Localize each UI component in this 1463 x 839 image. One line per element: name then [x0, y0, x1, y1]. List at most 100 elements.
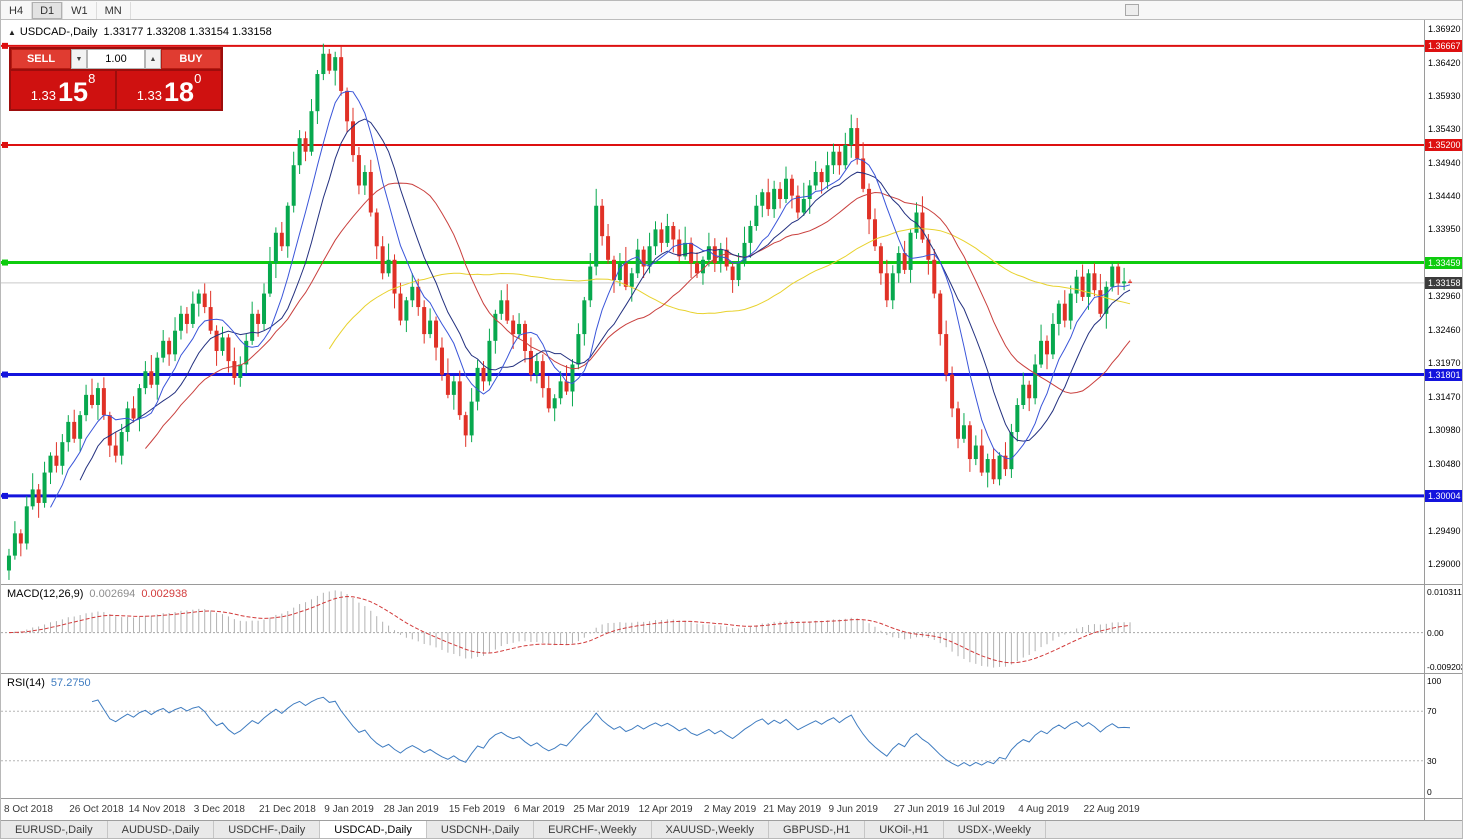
timeframe-button-d1[interactable]: D1	[32, 1, 64, 19]
chart-tab-eurusd-daily[interactable]: EURUSD-,Daily	[1, 821, 108, 838]
candle-body	[623, 263, 628, 287]
candle-body	[683, 242, 688, 257]
candle-body	[107, 415, 112, 446]
rsi-axis-bottom-label: 0	[1427, 787, 1432, 797]
candle-body	[546, 388, 551, 409]
line-anchor-marker[interactable]	[2, 141, 8, 148]
macd-axis[interactable]: 0.010311 0.00 -0.0092030	[1425, 584, 1462, 673]
date-label: 27 Jun 2019	[893, 804, 949, 815]
candle-body	[226, 337, 231, 362]
candle-body	[528, 350, 533, 375]
candle-body	[428, 320, 433, 335]
chart-tab-usdx-weekly[interactable]: USDX-,Weekly	[944, 821, 1046, 838]
candle-body	[487, 340, 492, 382]
candle-body	[647, 246, 652, 267]
rsi-canvas[interactable]	[1, 674, 1424, 798]
candle-body	[214, 330, 219, 351]
candle-body	[167, 340, 172, 355]
candle-body	[297, 138, 302, 166]
chart-tab-usdchf-daily[interactable]: USDCHF-,Daily	[214, 821, 321, 838]
candle-body	[1098, 290, 1103, 314]
date-label: 16 Jul 2019	[953, 804, 1005, 815]
candle-body	[1044, 340, 1049, 355]
collapse-icon[interactable]: ▲	[8, 28, 16, 37]
candle-body	[434, 320, 439, 348]
timeframe-toolbar: H4 D1 W1 MN	[1, 1, 1462, 20]
date-label: 6 Mar 2019	[514, 804, 565, 815]
chart-tab-xauusd-weekly[interactable]: XAUUSD-,Weekly	[652, 821, 769, 838]
chart-tab-gbpusd-h1[interactable]: GBPUSD-,H1	[769, 821, 866, 838]
candle-body	[24, 506, 29, 544]
candle-body	[558, 381, 563, 399]
chart-symbol-info: ▲ USDCAD-,Daily 1.33177 1.33208 1.33154 1.…	[8, 26, 272, 38]
macd-axis-zero-label: 0.00	[1427, 627, 1444, 638]
candle-body	[101, 388, 106, 416]
rsi-level-label: 70	[1427, 706, 1437, 717]
candle-body	[712, 246, 717, 264]
line-anchor-marker[interactable]	[2, 42, 8, 49]
candle-body	[932, 259, 937, 294]
line-anchor-marker[interactable]	[2, 259, 8, 266]
chart-tab-usdcad-daily[interactable]: USDCAD-,Daily	[320, 821, 427, 838]
timeframe-button-h4[interactable]: H4	[1, 1, 33, 19]
timeframe-button-w1[interactable]: W1	[63, 1, 97, 19]
candle-body	[807, 185, 812, 199]
candle-body	[517, 323, 522, 335]
date-label: 2 May 2019	[703, 804, 757, 815]
rsi-axis[interactable]: 100 70 30 0	[1425, 673, 1462, 798]
candle-body	[410, 286, 415, 301]
buy-button[interactable]: BUY	[161, 49, 221, 69]
date-label: 3 Dec 2018	[193, 804, 245, 815]
rsi-label: RSI(14) 57.2750	[7, 677, 91, 689]
chart-tab-ukoil-h1[interactable]: UKOil-,H1	[865, 821, 944, 838]
buy-price-display[interactable]: 1.33 18 0	[117, 71, 221, 109]
candle-body	[475, 367, 480, 402]
rsi-value: 57.2750	[50, 677, 91, 689]
candle-body	[149, 371, 154, 385]
candle-body	[48, 455, 53, 473]
candle-body	[766, 192, 771, 210]
candle-body	[356, 155, 361, 186]
line-anchor-marker[interactable]	[2, 371, 8, 378]
chart-tab-eurchf-weekly[interactable]: EURCHF-,Weekly	[534, 821, 652, 838]
candle-body	[926, 239, 931, 260]
line-anchor-marker[interactable]	[2, 492, 8, 499]
lot-increase-button[interactable]: ▲	[145, 49, 161, 69]
line-price-chip: 1.30004	[1425, 489, 1462, 502]
candle-body	[861, 158, 866, 189]
candle-body	[321, 53, 326, 75]
date-label: 14 Nov 2018	[128, 804, 186, 815]
candle-body	[392, 259, 397, 294]
candle-body	[18, 533, 23, 544]
candle-body	[540, 361, 545, 389]
toolbar-end-handle[interactable]	[1125, 4, 1139, 16]
rsi-level-label: 30	[1427, 755, 1437, 766]
candle-body	[273, 232, 278, 264]
macd-canvas[interactable]	[1, 585, 1424, 673]
date-label: 22 Aug 2019	[1083, 804, 1140, 815]
date-label: 9 Jan 2019	[324, 804, 374, 815]
chart-tab-audusd-daily[interactable]: AUDUSD-,Daily	[108, 821, 215, 838]
macd-signal-line	[8, 595, 1131, 664]
price-tick-label: 1.33950	[1428, 224, 1461, 235]
sell-button[interactable]: SELL	[11, 49, 71, 69]
date-axis[interactable]: 8 Oct 2018 26 Oct 2018 14 Nov 2018 3 Dec 20…	[1, 798, 1424, 820]
sell-price-display[interactable]: 1.33 15 8	[11, 71, 115, 109]
chart-tab-usdcnh-daily[interactable]: USDCNH-,Daily	[427, 821, 535, 838]
candle-body	[1080, 276, 1085, 297]
candle-body	[867, 188, 872, 220]
main-chart-canvas[interactable]	[1, 20, 1424, 584]
price-axis[interactable]: 1.36920 1.36420 1.35930 1.35430 1.34940 1.344…	[1425, 20, 1462, 584]
timeframe-button-mn[interactable]: MN	[97, 1, 131, 19]
candle-body	[1068, 293, 1073, 321]
date-label: 21 Dec 2018	[259, 804, 316, 815]
lot-size-input[interactable]	[87, 49, 145, 69]
candle-body	[232, 361, 237, 378]
lot-decrease-button[interactable]: ▼	[71, 49, 87, 69]
candle-body	[665, 226, 670, 243]
candle-body	[374, 212, 379, 247]
candle-body	[481, 367, 486, 382]
candle-body	[979, 445, 984, 473]
candle-body	[1104, 286, 1109, 314]
